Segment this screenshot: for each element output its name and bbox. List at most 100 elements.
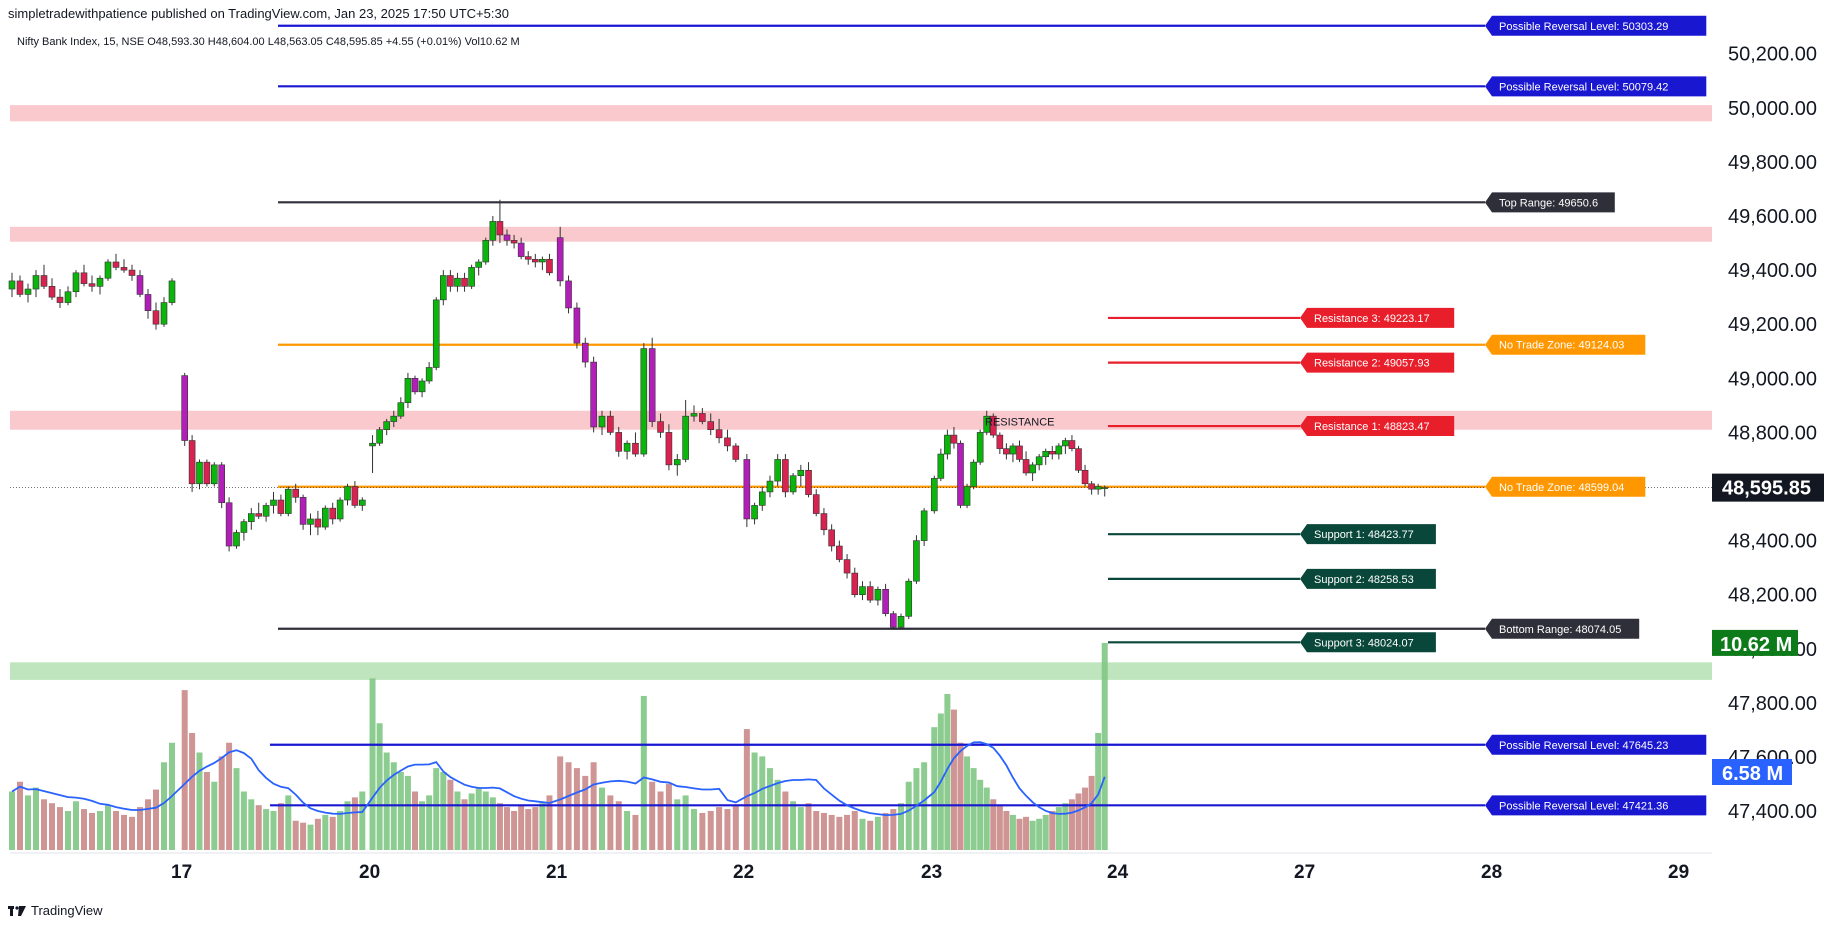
candle bbox=[136, 270, 144, 298]
candle bbox=[16, 275, 24, 298]
candle-body bbox=[369, 442, 376, 447]
candle bbox=[632, 432, 639, 457]
volume-bar bbox=[640, 695, 647, 850]
volume-bar bbox=[419, 801, 426, 850]
volume-bar bbox=[724, 809, 731, 850]
volume-bar bbox=[1068, 799, 1075, 850]
date-tick-label: 24 bbox=[1107, 862, 1129, 883]
candle bbox=[524, 251, 532, 265]
candle bbox=[751, 502, 758, 525]
volume-bar bbox=[1082, 787, 1089, 850]
candle-body bbox=[789, 475, 797, 493]
candle-body bbox=[440, 275, 447, 301]
candle-body bbox=[88, 283, 96, 287]
volume-bar bbox=[751, 752, 758, 850]
candle bbox=[104, 259, 112, 281]
candle bbox=[503, 229, 511, 246]
volume-bar bbox=[397, 772, 404, 850]
volume-bar bbox=[153, 789, 159, 850]
level-label-box bbox=[1485, 334, 1646, 355]
candle bbox=[615, 426, 623, 457]
candle-body bbox=[665, 432, 673, 466]
candle-body bbox=[112, 261, 120, 268]
candle-body bbox=[615, 432, 623, 452]
candle-body bbox=[805, 469, 812, 495]
candle bbox=[1029, 462, 1036, 482]
volume-bar bbox=[1055, 807, 1062, 850]
level-label: Top Range: 49650.6 bbox=[1485, 192, 1615, 213]
candle-body bbox=[851, 572, 859, 595]
candle bbox=[418, 378, 426, 398]
volume-bar bbox=[226, 742, 233, 850]
volume-layer bbox=[9, 642, 1108, 850]
candle bbox=[707, 413, 715, 436]
candle bbox=[432, 297, 440, 371]
candle-body bbox=[782, 459, 789, 493]
candle-body bbox=[963, 486, 971, 506]
level-label: Possible Reversal Level: 47645.23 bbox=[1485, 734, 1707, 755]
candle-body bbox=[828, 529, 835, 547]
candle bbox=[623, 440, 631, 460]
volume-bar bbox=[504, 807, 510, 850]
candle bbox=[1062, 437, 1069, 455]
volume-bar bbox=[851, 811, 858, 850]
date-tick-label: 23 bbox=[921, 862, 942, 883]
candle-body bbox=[682, 415, 689, 460]
candle-body bbox=[517, 242, 525, 257]
candle-body bbox=[976, 432, 984, 463]
candle bbox=[805, 462, 812, 498]
volume-bar bbox=[1101, 642, 1108, 850]
candle bbox=[890, 610, 897, 630]
volume-bar bbox=[546, 795, 553, 850]
candle-body bbox=[970, 461, 977, 487]
volume-bar bbox=[774, 779, 781, 850]
candle bbox=[989, 413, 997, 438]
volume-bar bbox=[369, 678, 376, 850]
volume-bar bbox=[813, 811, 820, 850]
volume-bar bbox=[582, 775, 589, 850]
level-label-text: Possible Reversal Level: 47645.23 bbox=[1499, 740, 1668, 752]
volume-bar bbox=[624, 811, 631, 850]
volume-bar bbox=[277, 803, 284, 850]
candle bbox=[383, 418, 390, 436]
volume-badge: 10.62 M bbox=[1712, 629, 1798, 656]
volume-bar bbox=[454, 791, 461, 850]
price-tick-label: 49,600.00 bbox=[1728, 206, 1817, 228]
candle bbox=[724, 429, 731, 452]
date-tick-label: 17 bbox=[171, 862, 192, 883]
volume-bar bbox=[105, 805, 111, 850]
candle bbox=[715, 418, 723, 444]
volume-bar bbox=[482, 791, 489, 850]
volume-bar bbox=[218, 756, 225, 850]
candle bbox=[828, 524, 835, 552]
candle-body bbox=[8, 280, 16, 290]
level-label-text: Top Range: 49650.6 bbox=[1499, 197, 1598, 209]
volume-bar bbox=[882, 812, 889, 850]
candle bbox=[80, 264, 88, 287]
volume-bar bbox=[674, 799, 681, 850]
candle bbox=[970, 459, 977, 490]
candle bbox=[732, 443, 740, 463]
price-tick-label: 50,200.00 bbox=[1728, 44, 1817, 66]
volume-bar bbox=[859, 818, 866, 850]
candle-body bbox=[160, 302, 168, 325]
candle bbox=[789, 472, 797, 495]
candle-body bbox=[425, 367, 433, 382]
candle-body bbox=[598, 415, 606, 428]
candle bbox=[120, 259, 128, 273]
candle-body bbox=[707, 421, 715, 430]
candle bbox=[920, 508, 928, 547]
volume-bar bbox=[81, 809, 87, 850]
volume-bar bbox=[990, 799, 997, 850]
level-label-box bbox=[1300, 416, 1455, 437]
volume-bar bbox=[699, 812, 706, 850]
volume-bar bbox=[285, 795, 292, 850]
volume-bar bbox=[145, 799, 151, 850]
candle-body bbox=[1048, 451, 1056, 455]
candle bbox=[874, 586, 882, 606]
candle-body bbox=[866, 586, 874, 601]
candle bbox=[411, 375, 419, 395]
candle-body bbox=[859, 586, 866, 596]
candle bbox=[32, 270, 40, 298]
